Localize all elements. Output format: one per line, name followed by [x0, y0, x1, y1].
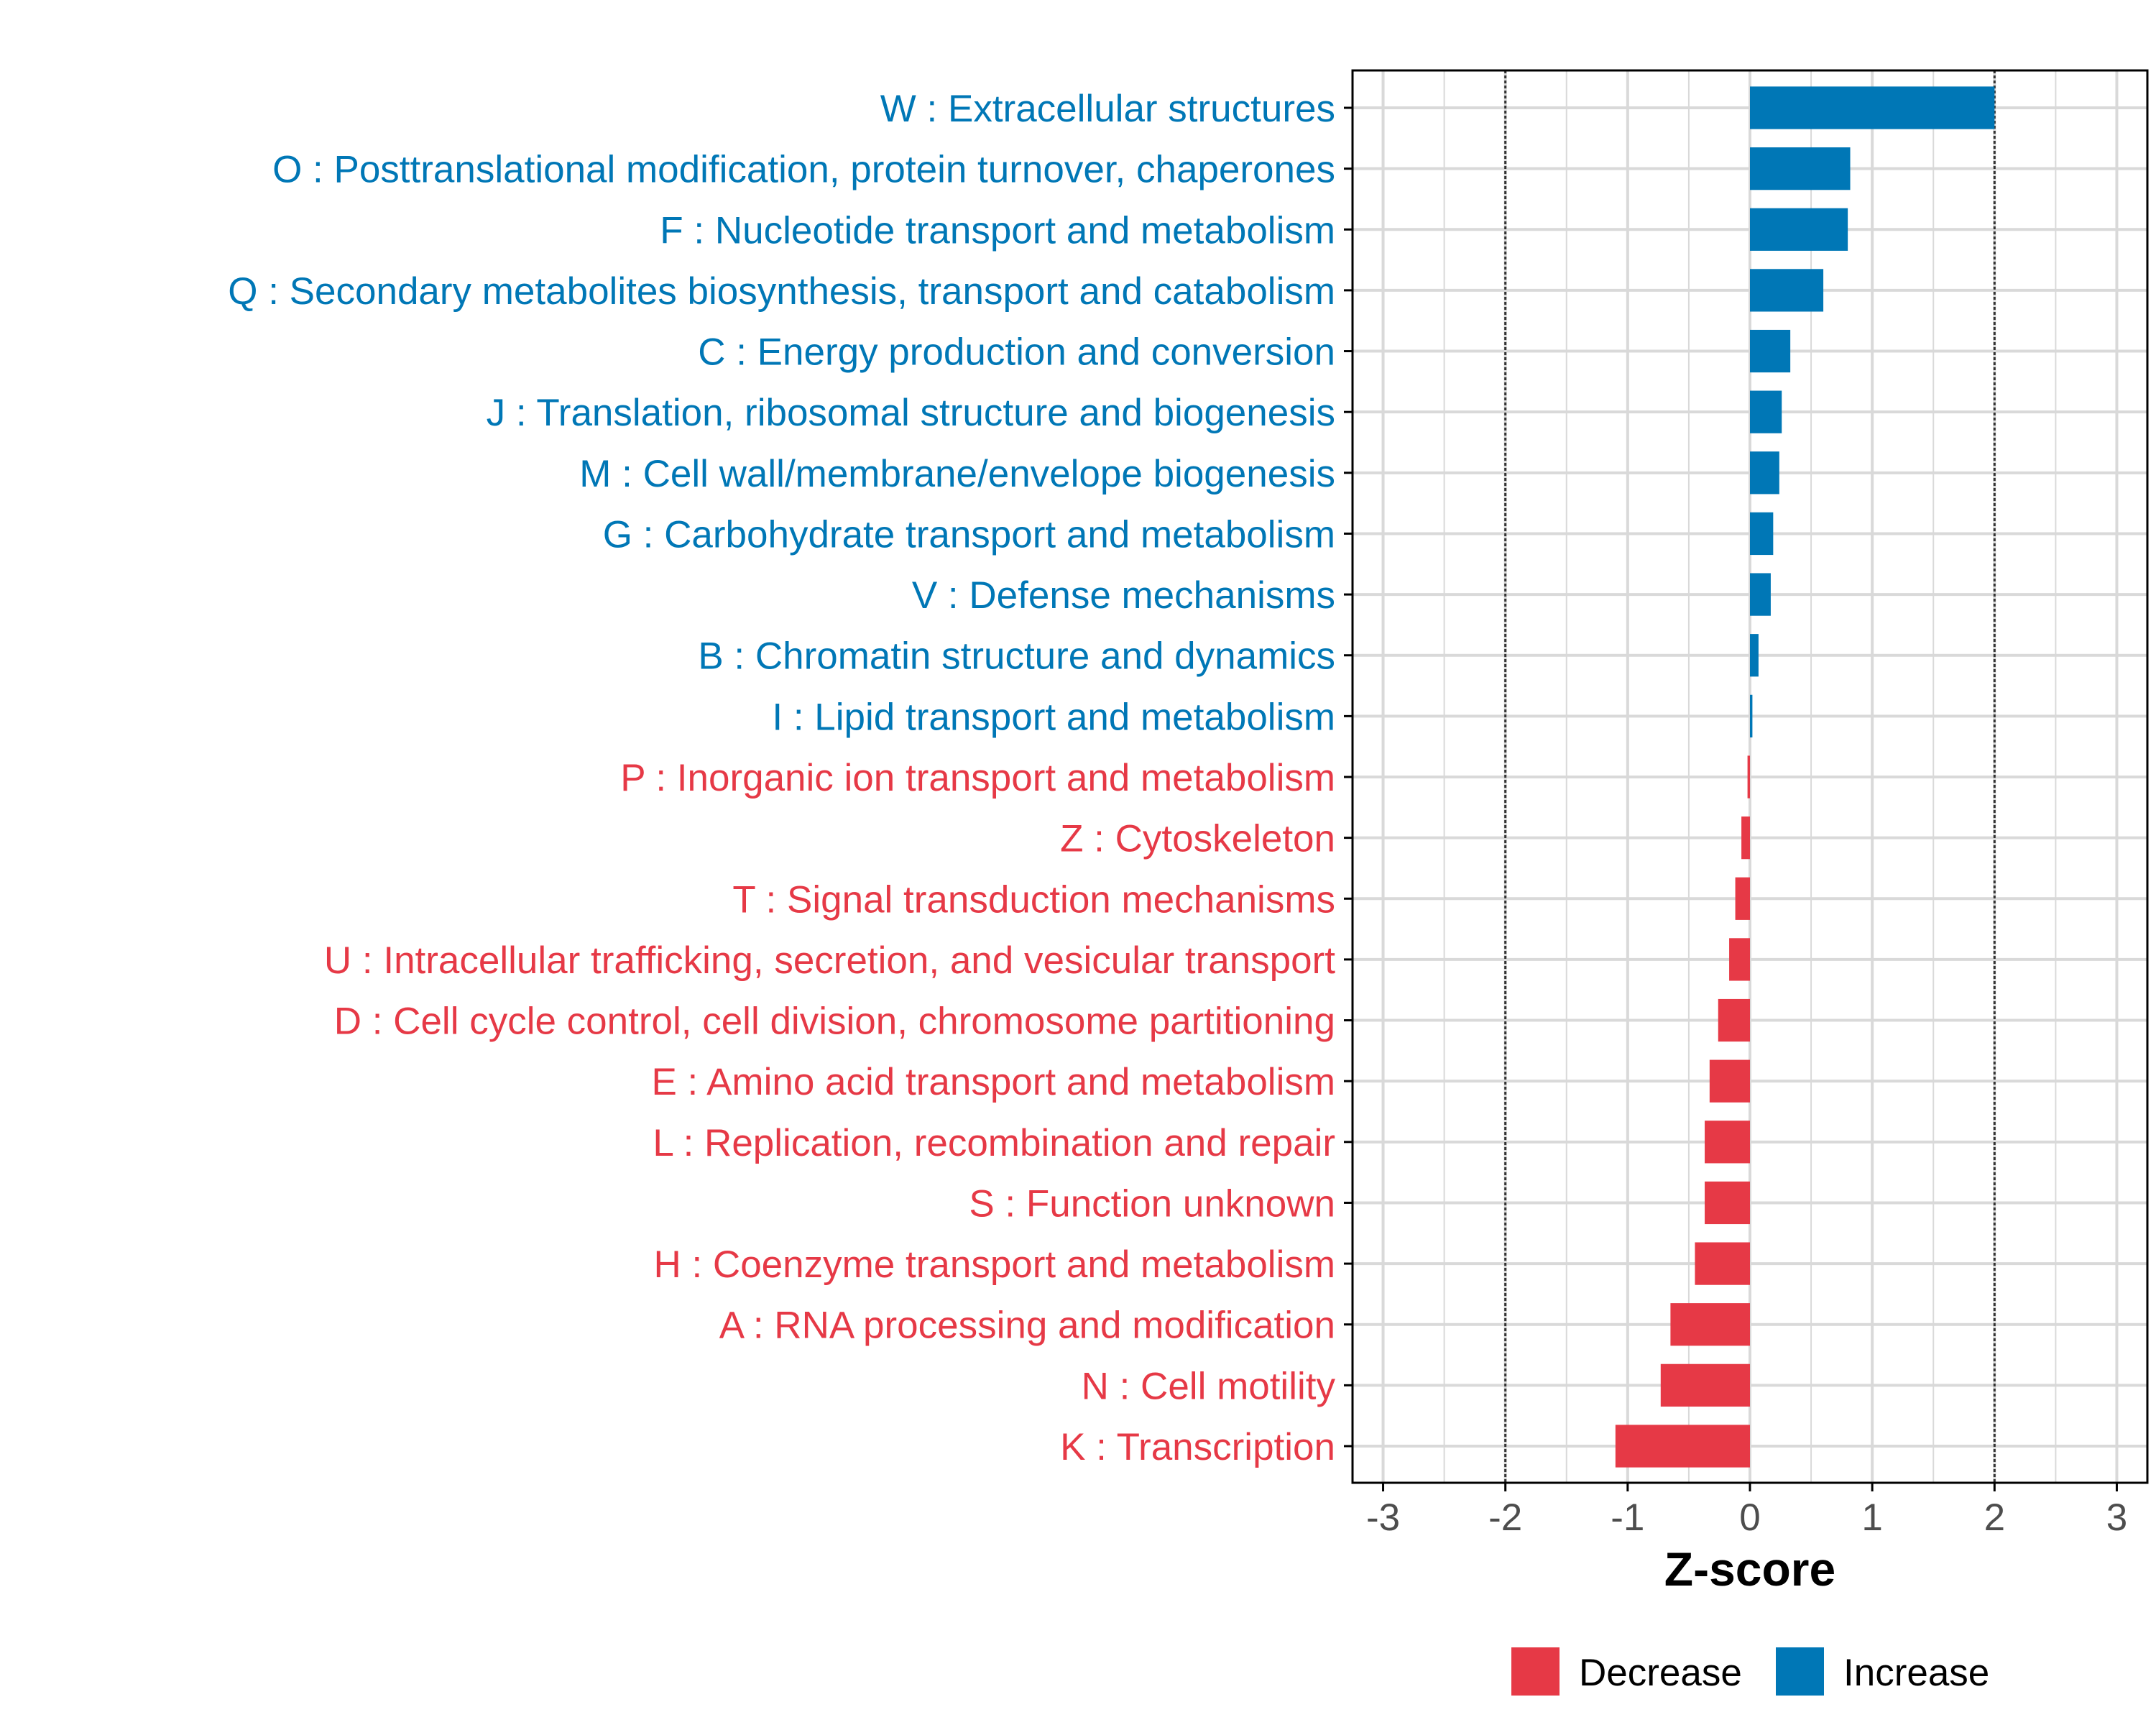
y-tick-label: F : Nucleotide transport and metabolism: [660, 209, 1335, 252]
bar: [1660, 1363, 1750, 1407]
bar: [1750, 573, 1771, 616]
y-tick-label: P : Inorganic ion transport and metaboli…: [620, 757, 1335, 799]
y-tick-label: U : Intracellular trafficking, secretion…: [324, 939, 1335, 982]
bar: [1750, 512, 1774, 556]
reference-lines: [1504, 70, 1996, 1483]
bar: [1750, 329, 1791, 373]
legend-swatch-decrease: [1511, 1647, 1560, 1696]
y-tick-label: M : Cell wall/membrane/envelope biogenes…: [579, 453, 1335, 495]
bar: [1615, 1425, 1750, 1468]
bars: [1615, 86, 1995, 1468]
y-tick-label: O : Posttranslational modification, prot…: [272, 149, 1335, 191]
x-axis-title: Z-score: [1664, 1542, 1835, 1596]
legend-label-decrease: Decrease: [1579, 1652, 1742, 1694]
bar: [1750, 390, 1782, 433]
y-tick-label: A : RNA processing and modification: [719, 1305, 1335, 1347]
bar: [1750, 269, 1824, 312]
legend-swatch-increase: [1776, 1647, 1824, 1696]
x-tick-label: 1: [1861, 1496, 1882, 1539]
legend-label-increase: Increase: [1843, 1652, 1989, 1694]
bar: [1729, 938, 1750, 981]
y-tick-label: D : Cell cycle control, cell division, c…: [334, 1000, 1335, 1043]
bar: [1750, 634, 1759, 677]
x-tick-label: -1: [1611, 1496, 1644, 1539]
bar: [1750, 86, 1995, 129]
bar: [1705, 1121, 1750, 1164]
x-ticks: -3 -2 -1 0 1 2 3: [1366, 1483, 2127, 1539]
bar: [1670, 1303, 1750, 1346]
bar: [1705, 1181, 1750, 1225]
bar: [1741, 816, 1750, 860]
bar: [1709, 1059, 1750, 1103]
y-tick-label: K : Transcription: [1060, 1426, 1335, 1468]
x-tick-label: 0: [1739, 1496, 1760, 1539]
y-tick-label: G : Carbohydrate transport and metabolis…: [603, 513, 1335, 556]
y-tick-label: L : Replication, recombination and repai…: [653, 1122, 1335, 1164]
y-tick-label: J : Translation, ribosomal structure and…: [487, 392, 1335, 434]
y-tick-label: Z : Cytoskeleton: [1060, 818, 1335, 860]
legend: Decrease Increase: [1511, 1647, 1989, 1696]
y-tick-label: V : Defense mechanisms: [912, 574, 1335, 617]
y-tick-label: T : Signal transduction mechanisms: [732, 878, 1335, 921]
y-ticks: W : Extracellular structures O : Posttran…: [228, 88, 1353, 1468]
bar: [1750, 147, 1851, 190]
bar: [1750, 694, 1753, 737]
bar: [1718, 998, 1750, 1042]
bar: [1695, 1242, 1750, 1285]
bar: [1735, 877, 1750, 920]
y-tick-label: S : Function unknown: [969, 1182, 1335, 1225]
x-tick-label: 2: [1984, 1496, 2005, 1539]
x-tick-label: -2: [1488, 1496, 1522, 1539]
y-tick-label: B : Chromatin structure and dynamics: [698, 635, 1335, 678]
y-tick-label: H : Coenzyme transport and metabolism: [653, 1243, 1335, 1286]
y-tick-label: I : Lipid transport and metabolism: [772, 696, 1335, 738]
y-tick-label: W : Extracellular structures: [880, 88, 1335, 130]
y-tick-label: Q : Secondary metabolites biosynthesis, …: [228, 270, 1335, 313]
bar: [1747, 755, 1750, 799]
x-tick-label: -3: [1366, 1496, 1400, 1539]
y-tick-label: C : Energy production and conversion: [698, 331, 1335, 374]
y-tick-label: E : Amino acid transport and metabolism: [651, 1061, 1335, 1103]
bar: [1750, 451, 1779, 494]
x-tick-label: 3: [2106, 1496, 2127, 1539]
bar: [1750, 208, 1848, 251]
y-tick-label: N : Cell motility: [1082, 1365, 1336, 1407]
